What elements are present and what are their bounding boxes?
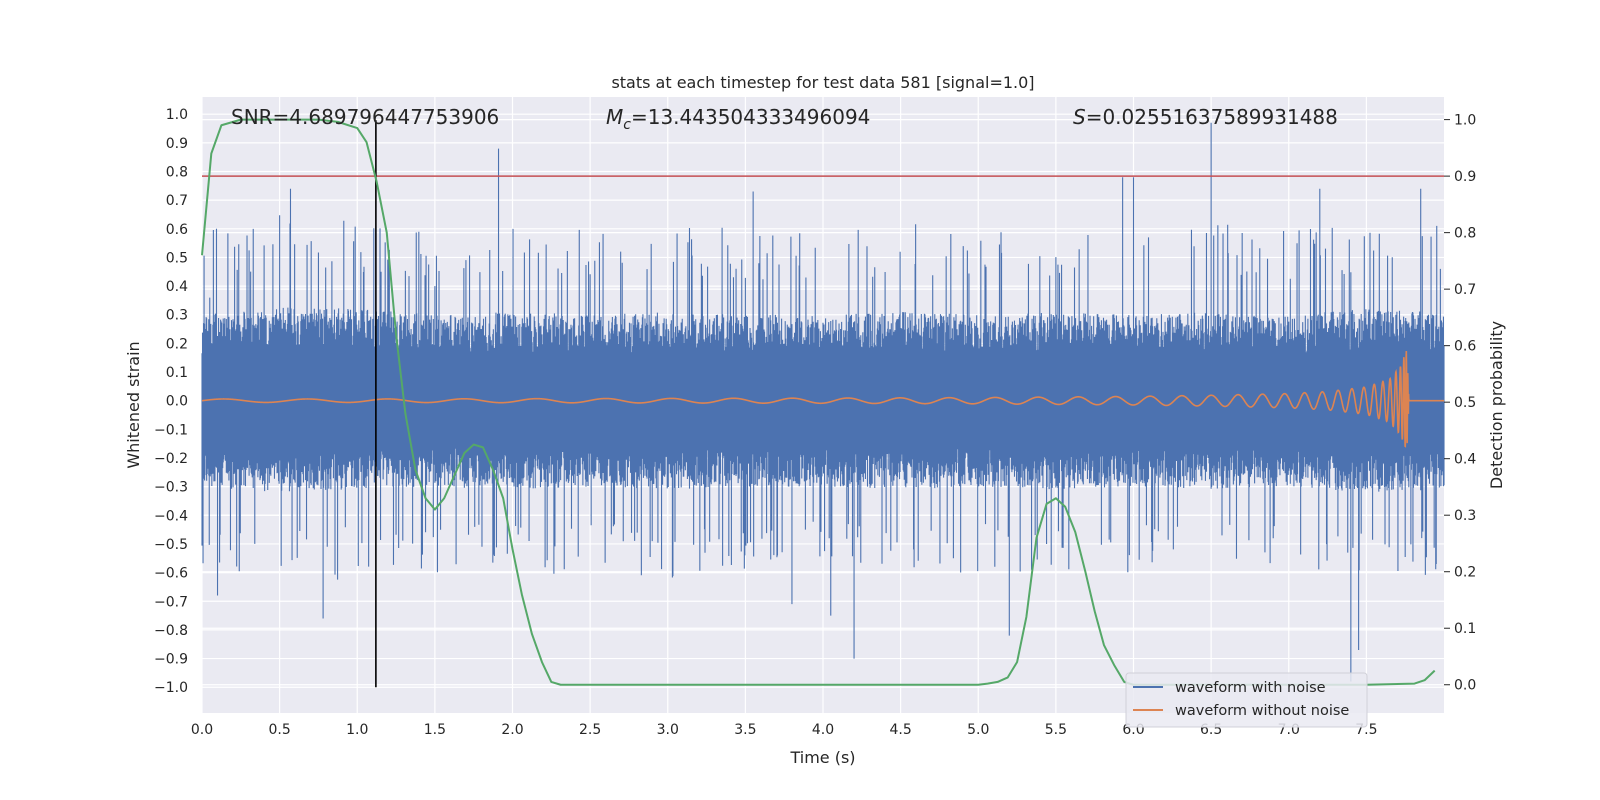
y-left-tick-label: −0.8 <box>154 623 188 639</box>
y-left-tick-label: 0.3 <box>166 308 188 324</box>
y-right-tick-label: 0.4 <box>1454 452 1476 468</box>
legend: waveform with noise waveform without noi… <box>1125 672 1368 728</box>
y-right-tick-label: 0.7 <box>1454 282 1476 298</box>
x-tick-label: 3.5 <box>734 722 756 738</box>
y-left-tick-label: −1.0 <box>154 680 188 696</box>
y-right-tick-label: 0.0 <box>1454 678 1476 694</box>
noise-waveform-line <box>201 122 1445 682</box>
y-axis-left-label: Whitened strain <box>124 341 143 468</box>
x-tick-label: 0.0 <box>191 722 213 738</box>
snr-annotation: SNR=4.689796447753906 <box>231 105 499 129</box>
clean-waveform-series <box>201 351 1444 448</box>
x-tick-label: 5.5 <box>1045 722 1067 738</box>
x-tick-label: 4.5 <box>889 722 911 738</box>
s-annotation: S=0.02551637589931488 <box>1073 105 1338 129</box>
y-left-tick-label: −0.5 <box>154 537 188 553</box>
probability-line <box>201 118 1436 686</box>
y-left-tick-label: 0.5 <box>166 250 188 266</box>
x-tick-label: 1.0 <box>346 722 368 738</box>
y-left-tick-label: −0.6 <box>154 566 188 582</box>
y-left-tick-label: 0.8 <box>166 164 188 180</box>
y-left-tick-label: 0.4 <box>166 279 188 295</box>
chart-title: stats at each timestep for test data 581… <box>611 73 1034 92</box>
x-tick-label: 2.0 <box>501 722 523 738</box>
y-right-tick-label: 0.5 <box>1454 395 1476 411</box>
ticks: 0.0 0.5 1.0 1.5 2.0 2.5 3.0 3.5 4.0 4.5 5.0 5.5 6.0 6… <box>154 107 1476 738</box>
mc-subscript: c <box>623 117 631 133</box>
mc-symbol: M <box>606 105 623 129</box>
x-tick-label: 1.5 <box>424 722 446 738</box>
y-right-tick-label: 0.3 <box>1454 508 1476 524</box>
legend-label-noise: waveform with noise <box>1175 680 1326 696</box>
y-right-tick-label: 0.8 <box>1454 226 1476 242</box>
y-left-tick-label: −0.4 <box>154 508 188 524</box>
s-symbol: S <box>1073 105 1086 129</box>
s-value: =0.02551637589931488 <box>1086 105 1338 129</box>
x-tick-label: 4.0 <box>812 722 834 738</box>
y-right-tick-label: 0.2 <box>1454 565 1476 581</box>
y-left-tick-label: −0.3 <box>154 480 188 496</box>
y-right-tick-label: 0.9 <box>1454 169 1476 185</box>
overlay-lines <box>202 120 1444 688</box>
y-left-tick-label: 1.0 <box>166 107 188 123</box>
probability-series <box>201 118 1436 686</box>
y-left-tick-label: 0.9 <box>166 136 188 152</box>
x-tick-label: 2.5 <box>579 722 601 738</box>
y-left-tick-label: 0.2 <box>166 336 188 352</box>
chirp-mass-annotation: Mc=13.443504333496094 <box>606 105 870 133</box>
y-left-tick-label: −0.7 <box>154 594 188 610</box>
legend-box <box>1125 672 1368 728</box>
y-left-tick-label: −0.9 <box>154 652 188 668</box>
x-axis-label: Time (s) <box>789 748 855 767</box>
y-left-tick-label: −0.2 <box>154 451 188 467</box>
y-left-tick-label: 0.0 <box>166 394 188 410</box>
x-tick-label: 5.0 <box>967 722 989 738</box>
y-left-tick-label: −0.1 <box>154 422 188 438</box>
y-right-tick-label: 0.6 <box>1454 339 1476 355</box>
legend-label-clean: waveform without noise <box>1175 703 1349 719</box>
x-tick-label: 3.0 <box>657 722 679 738</box>
y-left-tick-label: 0.7 <box>166 193 188 209</box>
x-tick-label: 0.5 <box>268 722 290 738</box>
noise-waveform-series <box>201 122 1445 682</box>
y-right-tick-label: 1.0 <box>1454 113 1476 129</box>
y-left-tick-label: 0.6 <box>166 222 188 238</box>
y-left-tick-label: 0.1 <box>166 365 188 381</box>
y-right-tick-label: 0.1 <box>1454 621 1476 637</box>
mc-value: =13.443504333496094 <box>631 105 870 129</box>
y-axis-right-label: Detection probability <box>1487 321 1506 489</box>
clean-waveform-line <box>201 351 1444 448</box>
